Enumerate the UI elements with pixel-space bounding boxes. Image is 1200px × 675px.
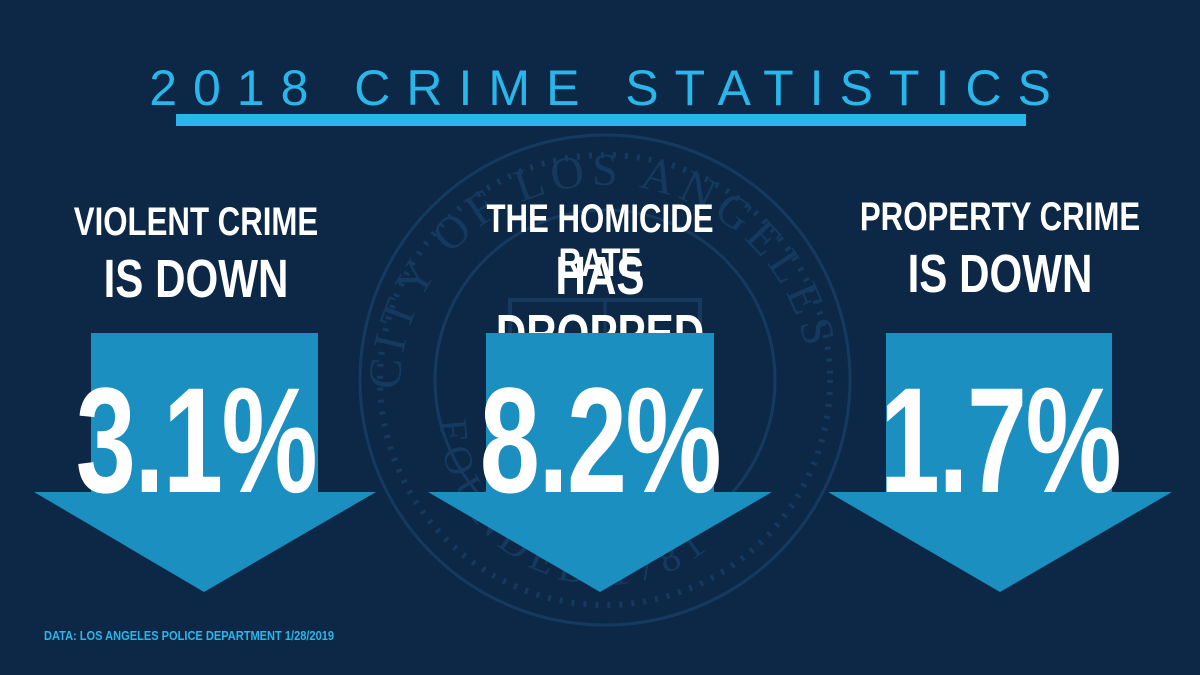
stat-heading-line1: PROPERTY CRIME [859,195,1141,239]
stat-value: 8.2% [479,356,722,524]
stat-heading-line2: IS DOWN [907,244,1093,304]
stat-violent-crime: VIOLENT CRIME IS DOWN 3.1% [16,0,376,675]
stat-value: 3.1% [75,356,318,524]
stat-heading-line1: THE HOMICIDE RATE [486,197,714,285]
stat-value: 1.7% [879,356,1122,524]
page-title: 2018 CRIME STATISTICS [149,60,1067,116]
stat-homicide-rate: THE HOMICIDE RATE HAS DROPPED 8.2% [420,0,780,675]
down-arrow-icon [428,333,772,592]
down-arrow-icon [828,333,1172,592]
stat-property-crime: PROPERTY CRIME IS DOWN 1.7% [820,0,1180,675]
title-underline [176,114,1026,126]
stat-heading-line1: VIOLENT CRIME [73,200,319,244]
data-source: DATA: LOS ANGELES POLICE DEPARTMENT 1/28… [44,628,335,643]
down-arrow-icon [34,333,376,592]
stat-heading-line2: IS DOWN [103,249,289,309]
